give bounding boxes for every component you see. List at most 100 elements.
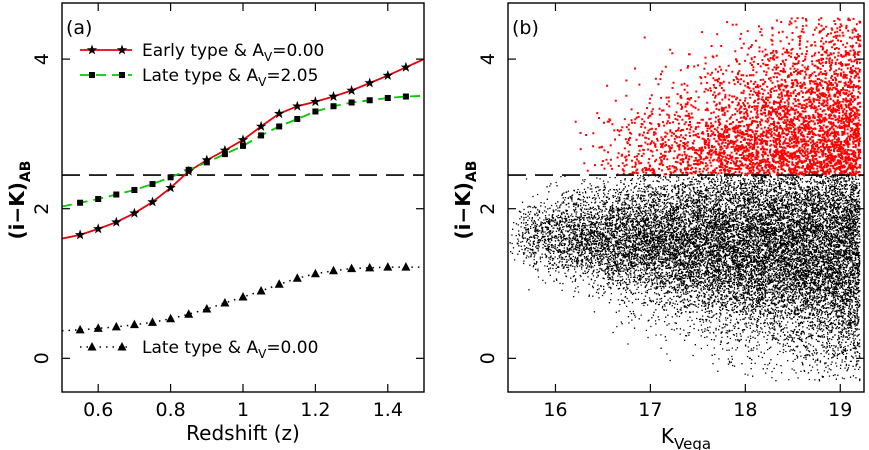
- panel-b-ytick-label: 4: [477, 53, 499, 65]
- data-point-square: [149, 181, 156, 188]
- data-point-square: [312, 108, 319, 115]
- data-point-star: [111, 216, 122, 227]
- data-point-square: [276, 123, 283, 130]
- data-point-square: [384, 95, 391, 102]
- data-point-square: [294, 115, 301, 122]
- panel-a-label: (a): [66, 17, 92, 39]
- data-point-star: [165, 182, 176, 193]
- panel-b-ticks: 16 17 18 19 0 2 4: [477, 3, 864, 421]
- panel-a-xtick-label: 1.4: [373, 399, 403, 421]
- data-point-star: [129, 207, 140, 218]
- data-point-triangle: [220, 297, 230, 307]
- data-point-star: [255, 120, 267, 131]
- legend-text-suffix: =0.00: [266, 338, 318, 358]
- panel-b-xtick-label: 17: [638, 399, 662, 421]
- data-point-square: [330, 103, 337, 110]
- legend-marker-square: [89, 72, 95, 78]
- panel-a-xtick-label: 1: [237, 399, 249, 421]
- panel-a-ylabel: (i−K)AB: [5, 161, 34, 240]
- scatter-points-black: [509, 174, 861, 382]
- data-point-star: [237, 134, 249, 145]
- data-point-triangle: [184, 309, 194, 318]
- data-point-triangle: [129, 319, 139, 329]
- data-point-triangle: [274, 279, 284, 288]
- data-point-triangle: [238, 291, 248, 301]
- data-point-triangle: [166, 313, 176, 323]
- data-point-square: [203, 159, 210, 166]
- data-point-square: [77, 199, 84, 206]
- panel-b-ytick-label: 0: [477, 352, 499, 364]
- data-point-triangle: [111, 321, 121, 331]
- panel-b-scatter-points: [508, 17, 864, 382]
- data-point-square: [366, 97, 373, 104]
- legend-entry-star: Early type & AV=0.00: [142, 41, 324, 64]
- panel-a-ytick-label: 2: [31, 203, 53, 215]
- data-point-triangle: [75, 324, 85, 334]
- legend-marker-square: [119, 72, 125, 78]
- legend-text-prefix: Late type & A: [142, 338, 258, 358]
- data-point-triangle: [93, 323, 103, 332]
- data-point-star: [364, 77, 375, 88]
- legend-marker-star: [116, 44, 128, 55]
- panel-b-xtick-label: 19: [828, 399, 852, 421]
- panel-a-ytick-label: 0: [31, 352, 53, 364]
- data-point-star: [382, 70, 393, 80]
- legend-text-sub: V: [258, 347, 267, 361]
- panel-a-series-group: [62, 58, 424, 334]
- data-point-triangle: [383, 262, 393, 271]
- panel-a-ticks: 0.6 0.8 1 1.2 1.4 0 2 4: [31, 3, 424, 421]
- data-point-square: [185, 166, 192, 173]
- legend-entry-triangle: Late type & AV=0.00: [142, 338, 318, 361]
- panel-a-xtick-label: 0.6: [83, 399, 113, 421]
- scatter-points-red: [574, 17, 862, 176]
- legend-entry-square: Late type & AV=2.05: [142, 66, 318, 89]
- data-point-triangle: [148, 317, 157, 326]
- panel-b-ytick-label: 2: [477, 203, 499, 215]
- legend-marker-triangle: [87, 342, 97, 351]
- data-point-triangle: [202, 303, 212, 313]
- data-point-star: [292, 100, 303, 111]
- panel-a-xtick-label: 1.2: [300, 399, 330, 421]
- data-point-square: [113, 191, 120, 198]
- data-point-star: [400, 61, 412, 72]
- legend-text-sub: V: [258, 75, 267, 89]
- data-point-square: [240, 142, 246, 149]
- data-point-triangle: [365, 262, 375, 272]
- panel-b-xtick-label: 16: [543, 399, 567, 421]
- panel-a-xlabel: Redshift (z): [186, 421, 300, 445]
- data-point-star: [147, 196, 158, 207]
- data-point-triangle: [329, 265, 338, 275]
- panel-b-xtick-label: 18: [733, 399, 757, 421]
- legend-text-sub: V: [264, 50, 273, 64]
- data-point-star: [219, 144, 231, 155]
- data-point-triangle: [256, 286, 266, 295]
- data-point-triangle: [347, 263, 357, 273]
- data-point-star: [310, 96, 321, 107]
- panel-b-ylabel: (i−K)AB: [451, 161, 480, 240]
- data-point-square: [402, 93, 409, 100]
- data-point-square: [348, 99, 355, 106]
- data-point-square: [131, 187, 138, 194]
- panel-b-label: (b): [512, 17, 539, 39]
- data-point-star: [274, 108, 285, 119]
- legend-text-suffix: =2.05: [266, 66, 318, 86]
- panel-a-ytick-label: 4: [31, 53, 53, 65]
- legend-text-suffix: =0.00: [272, 41, 324, 61]
- data-point-square: [221, 151, 228, 158]
- data-point-star: [74, 229, 86, 240]
- legend-text-prefix: Late type & A: [142, 66, 258, 86]
- panel-b: 16 17 18 19 0 2 4 (b) KVega (i−K)AB: [451, 2, 865, 450]
- legend-text-prefix: Early type & A: [142, 41, 264, 61]
- data-point-triangle: [401, 262, 411, 271]
- data-point-star: [346, 85, 357, 95]
- data-point-square: [167, 174, 174, 181]
- data-point-star: [93, 223, 104, 234]
- data-point-triangle: [310, 268, 320, 278]
- data-point-star: [328, 91, 339, 101]
- series-line-square: [62, 94, 424, 208]
- data-point-triangle: [292, 273, 302, 282]
- panel-a-frame: [61, 2, 425, 393]
